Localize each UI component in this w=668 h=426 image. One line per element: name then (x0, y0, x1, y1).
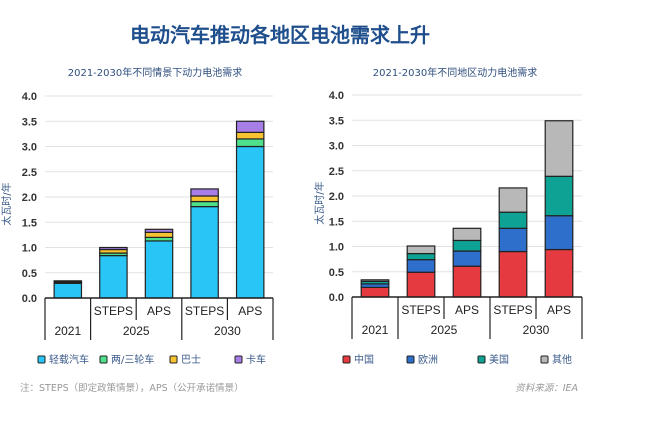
y-tick-label: 1.5 (329, 216, 344, 228)
x-category-label: STEPS (185, 304, 224, 318)
x-group-label: 2025 (123, 324, 150, 338)
legend-swatch (406, 355, 415, 364)
chart-panel-2: 2021-2030年不同地区动力电池需求 0.0 0.5 1.0 1.5 2.0 2.5 3.… (313, 66, 583, 366)
x-group-label: 2021 (362, 323, 389, 337)
bar-segment (498, 211, 528, 229)
y-tick-label: 0.5 (329, 267, 344, 279)
x-category-label: APS (455, 303, 479, 317)
bar-segment (498, 227, 528, 253)
x-category-label: APS (238, 304, 262, 318)
y-tick-label: 0.0 (22, 293, 37, 305)
bar-segment (406, 252, 436, 261)
y-tick-label: 4.0 (22, 91, 37, 103)
bar-segment (144, 228, 174, 233)
bar-segment (53, 280, 83, 283)
bar-segment (406, 259, 436, 273)
legend-label: 轻载汽车 (49, 353, 89, 366)
legend-label: 中国 (354, 353, 374, 366)
bar-segment (235, 120, 265, 133)
legend-swatch (477, 355, 486, 364)
bar-segment (53, 282, 83, 299)
x-category-label: STEPS (401, 303, 440, 317)
bar-segment (360, 286, 390, 298)
x-group-label: 2021 (54, 324, 81, 338)
x-group-label: 2030 (523, 323, 550, 337)
y-tick-label: 2.5 (329, 166, 344, 178)
legend-swatch (37, 355, 46, 364)
bar-segment (144, 240, 174, 299)
x-group-label: 2030 (214, 324, 241, 338)
legend-label: 其他 (552, 353, 572, 366)
bar-segment (452, 250, 482, 267)
legend-swatch (99, 355, 108, 364)
y-tick-label: 1.5 (22, 217, 37, 229)
legend-label: 美国 (489, 353, 509, 366)
y-tick-label: 4.0 (329, 90, 344, 102)
legend-swatch (169, 355, 178, 364)
legend-swatch (540, 355, 549, 364)
y-tick-label: 2.0 (22, 192, 37, 204)
bar-segment (452, 227, 482, 242)
figure-title: 电动汽车推动各地区电池需求上升 (130, 23, 430, 47)
legend-label: 两/三轮车 (111, 353, 154, 366)
bar-segment (190, 205, 219, 299)
chart-subtitle: 2021-2030年不同地区动力电池需求 (373, 66, 538, 79)
bar-segment (190, 200, 219, 208)
legend-swatch (342, 355, 351, 364)
y-tick-label: 0.5 (22, 268, 37, 280)
bar-segment (544, 175, 574, 217)
bar-segment (99, 246, 128, 251)
bar-segment (190, 195, 219, 203)
footnote: 注：STEPS（即定政策情景），APS（公开承诺情景） (20, 382, 244, 394)
chart-panel-1: 2021-2030年不同情景下动力电池需求 0.0 0.5 1.0 1.5 2.0 2.5 3… (0, 66, 274, 366)
bar-segment (235, 138, 265, 148)
bar-segment (544, 120, 574, 177)
y-tick-label: 3.0 (329, 141, 344, 153)
legend-label: 欧洲 (418, 354, 438, 366)
y-tick-label: 3.0 (22, 142, 37, 154)
x-category-label: STEPS (94, 304, 133, 318)
y-tick-label: 1.0 (22, 243, 37, 255)
bar-segment (498, 250, 528, 298)
bar-segment (99, 254, 128, 299)
bar-segment (498, 187, 528, 213)
bar-segment (544, 215, 574, 251)
legend-label: 巴士 (181, 353, 201, 366)
x-category-label: APS (147, 304, 171, 318)
x-category-label: STEPS (493, 303, 532, 317)
bar-segment (360, 279, 390, 282)
source-note: 资料来源：IEA (515, 383, 578, 394)
y-tick-label: 1.0 (329, 242, 344, 254)
legend-swatch (234, 355, 243, 364)
bar-segment (452, 265, 482, 298)
legend-label: 卡车 (246, 353, 266, 366)
y-tick-label: 3.5 (329, 115, 344, 127)
y-tick-label: 2.0 (329, 191, 344, 203)
bar-segment (406, 271, 436, 298)
bar-segment (235, 145, 265, 299)
x-category-label: APS (547, 303, 571, 317)
y-axis-label: 太瓦时/年 (313, 181, 326, 224)
bar-segment (190, 188, 219, 197)
y-tick-label: 0.0 (329, 292, 344, 304)
bar-segment (406, 245, 436, 255)
bar-segment (544, 248, 574, 298)
bar-segment (235, 131, 265, 140)
bar-segment (144, 231, 174, 239)
y-tick-label: 3.5 (22, 116, 37, 128)
y-axis-label: 太瓦时/年 (0, 182, 13, 225)
bar-segment (452, 239, 482, 252)
x-group-label: 2025 (431, 323, 458, 337)
chart-subtitle: 2021-2030年不同情景下动力电池需求 (68, 66, 243, 79)
y-tick-label: 2.5 (22, 167, 37, 179)
